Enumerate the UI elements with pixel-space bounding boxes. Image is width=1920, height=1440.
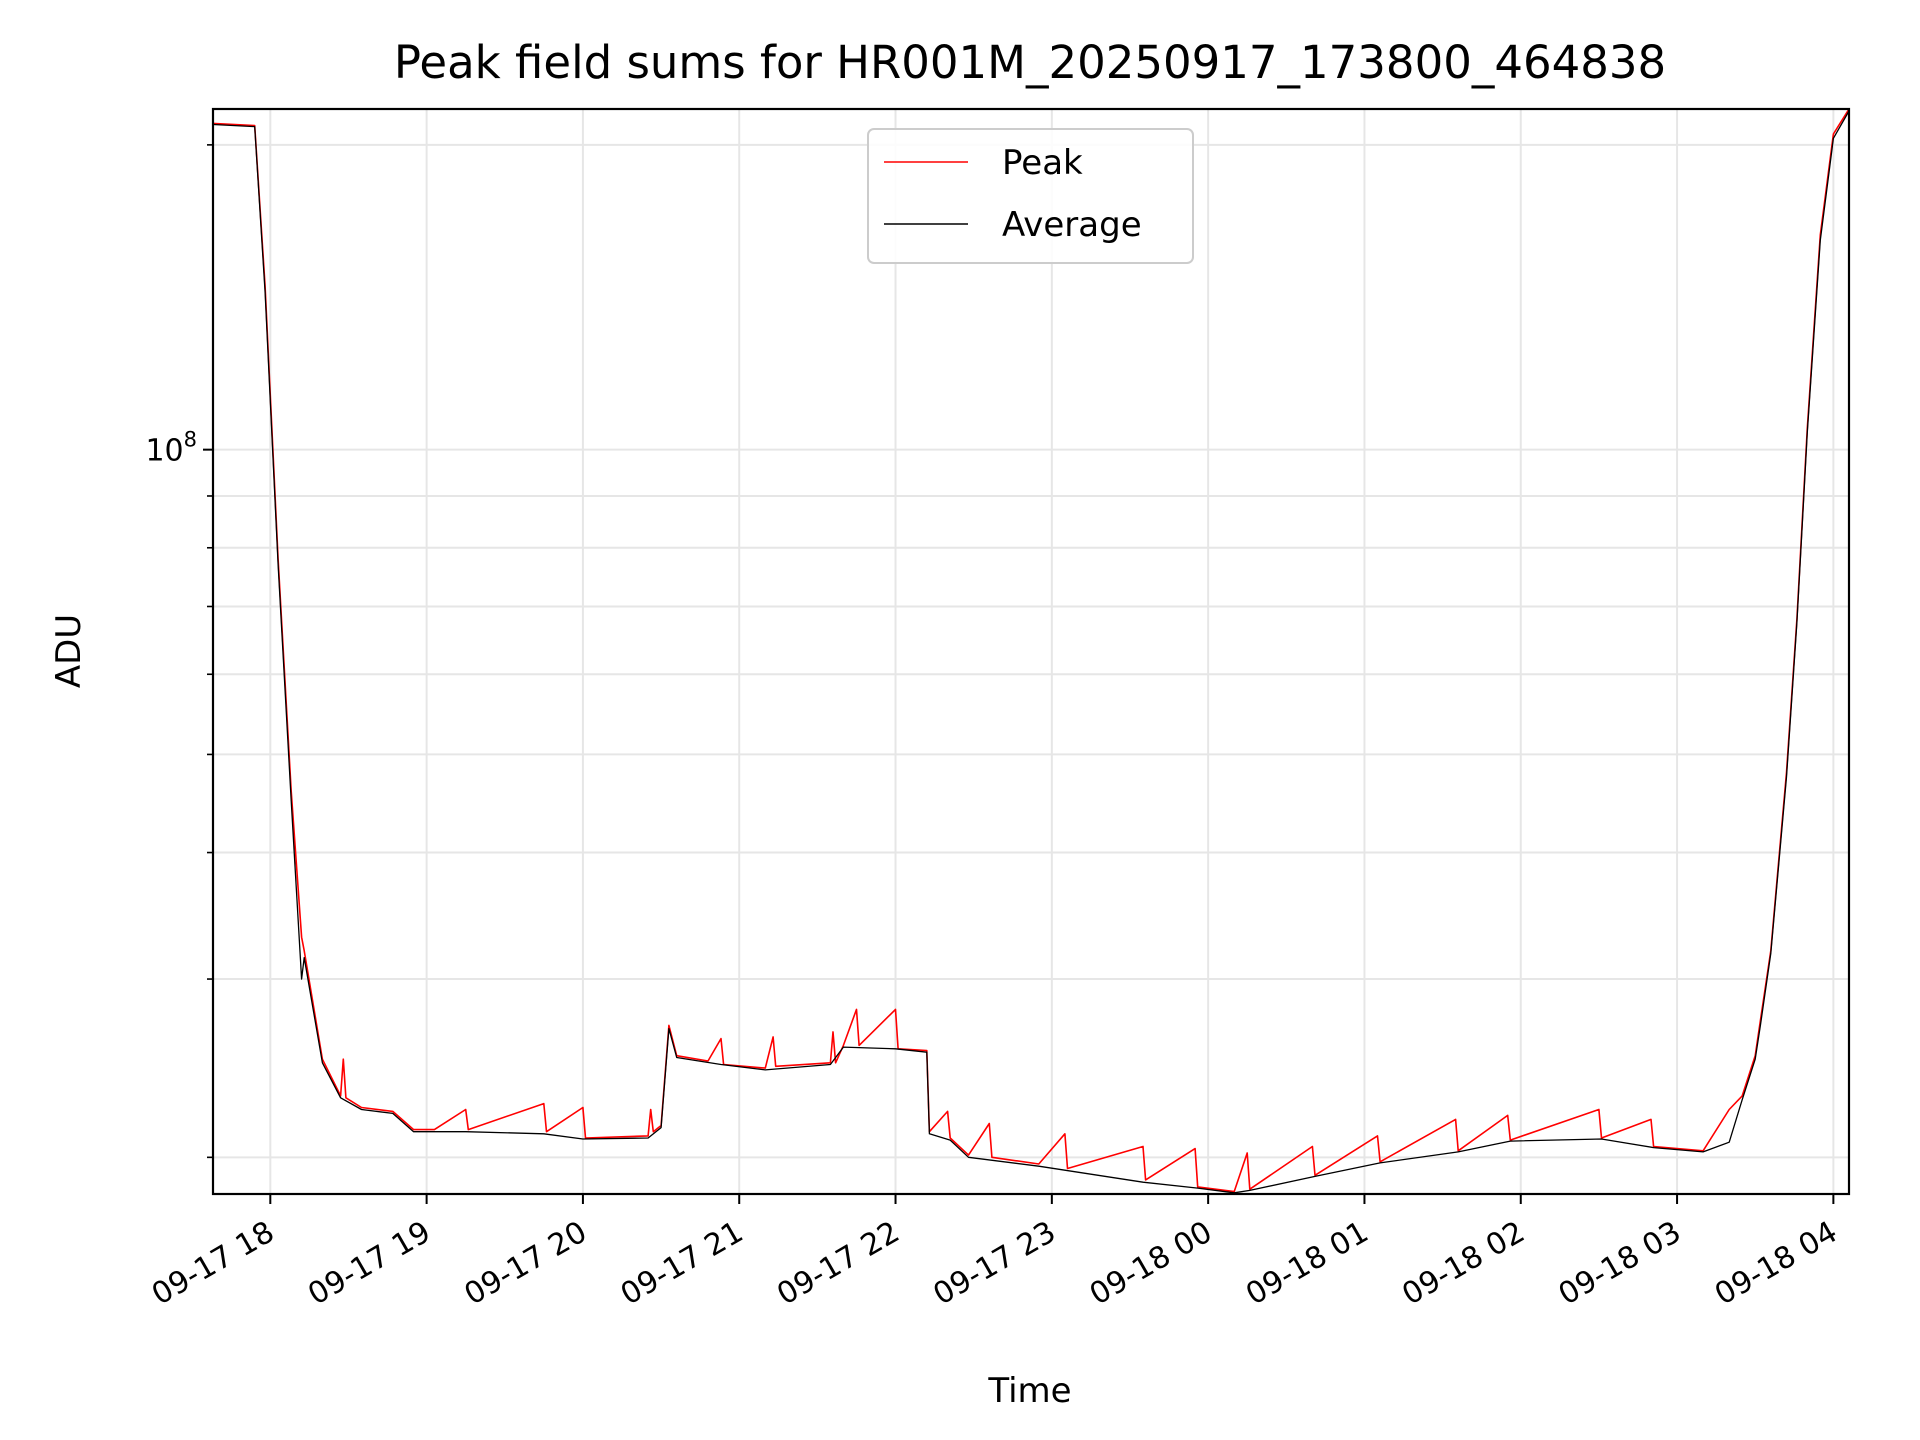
y-tick-label-base: 10 xyxy=(145,434,183,469)
y-axis-label: ADU xyxy=(49,614,89,688)
y-axis: 108 xyxy=(145,144,213,1159)
plot-area xyxy=(211,107,1851,1196)
legend-average-label: Average xyxy=(1002,205,1142,245)
y-tick-label-exponent: 8 xyxy=(184,428,197,452)
chart-title: Peak field sums for HR001M_20250917_1738… xyxy=(394,36,1666,89)
x-tick-label: 09-18 02 xyxy=(1396,1215,1530,1313)
x-tick-label: 09-17 22 xyxy=(771,1215,905,1313)
x-tick-label: 09-18 04 xyxy=(1709,1215,1843,1313)
series-peak-line xyxy=(212,108,1850,1193)
x-tick-label: 09-17 23 xyxy=(928,1215,1062,1313)
x-tick-label: 09-17 19 xyxy=(302,1215,436,1313)
series-average-line xyxy=(212,110,1850,1194)
legend: Peak Average xyxy=(867,128,1194,264)
x-tick-label: 09-18 00 xyxy=(1084,1215,1218,1313)
series-layer xyxy=(212,108,1850,1194)
x-axis-label: Time xyxy=(987,1371,1071,1411)
x-tick-label: 09-17 20 xyxy=(459,1215,593,1313)
x-tick-label: 09-18 03 xyxy=(1553,1215,1687,1313)
x-axis: 09-17 18 09-17 19 09-17 20 09-17 21 09-17 22… xyxy=(146,1194,1843,1312)
x-tick-label: 09-17 18 xyxy=(146,1215,280,1313)
grid xyxy=(213,109,1849,1194)
y-tick-label: 108 xyxy=(145,428,197,469)
x-tick-label: 09-17 21 xyxy=(615,1215,749,1313)
x-tick-label: 09-18 01 xyxy=(1240,1215,1374,1313)
legend-peak-label: Peak xyxy=(1002,143,1083,183)
